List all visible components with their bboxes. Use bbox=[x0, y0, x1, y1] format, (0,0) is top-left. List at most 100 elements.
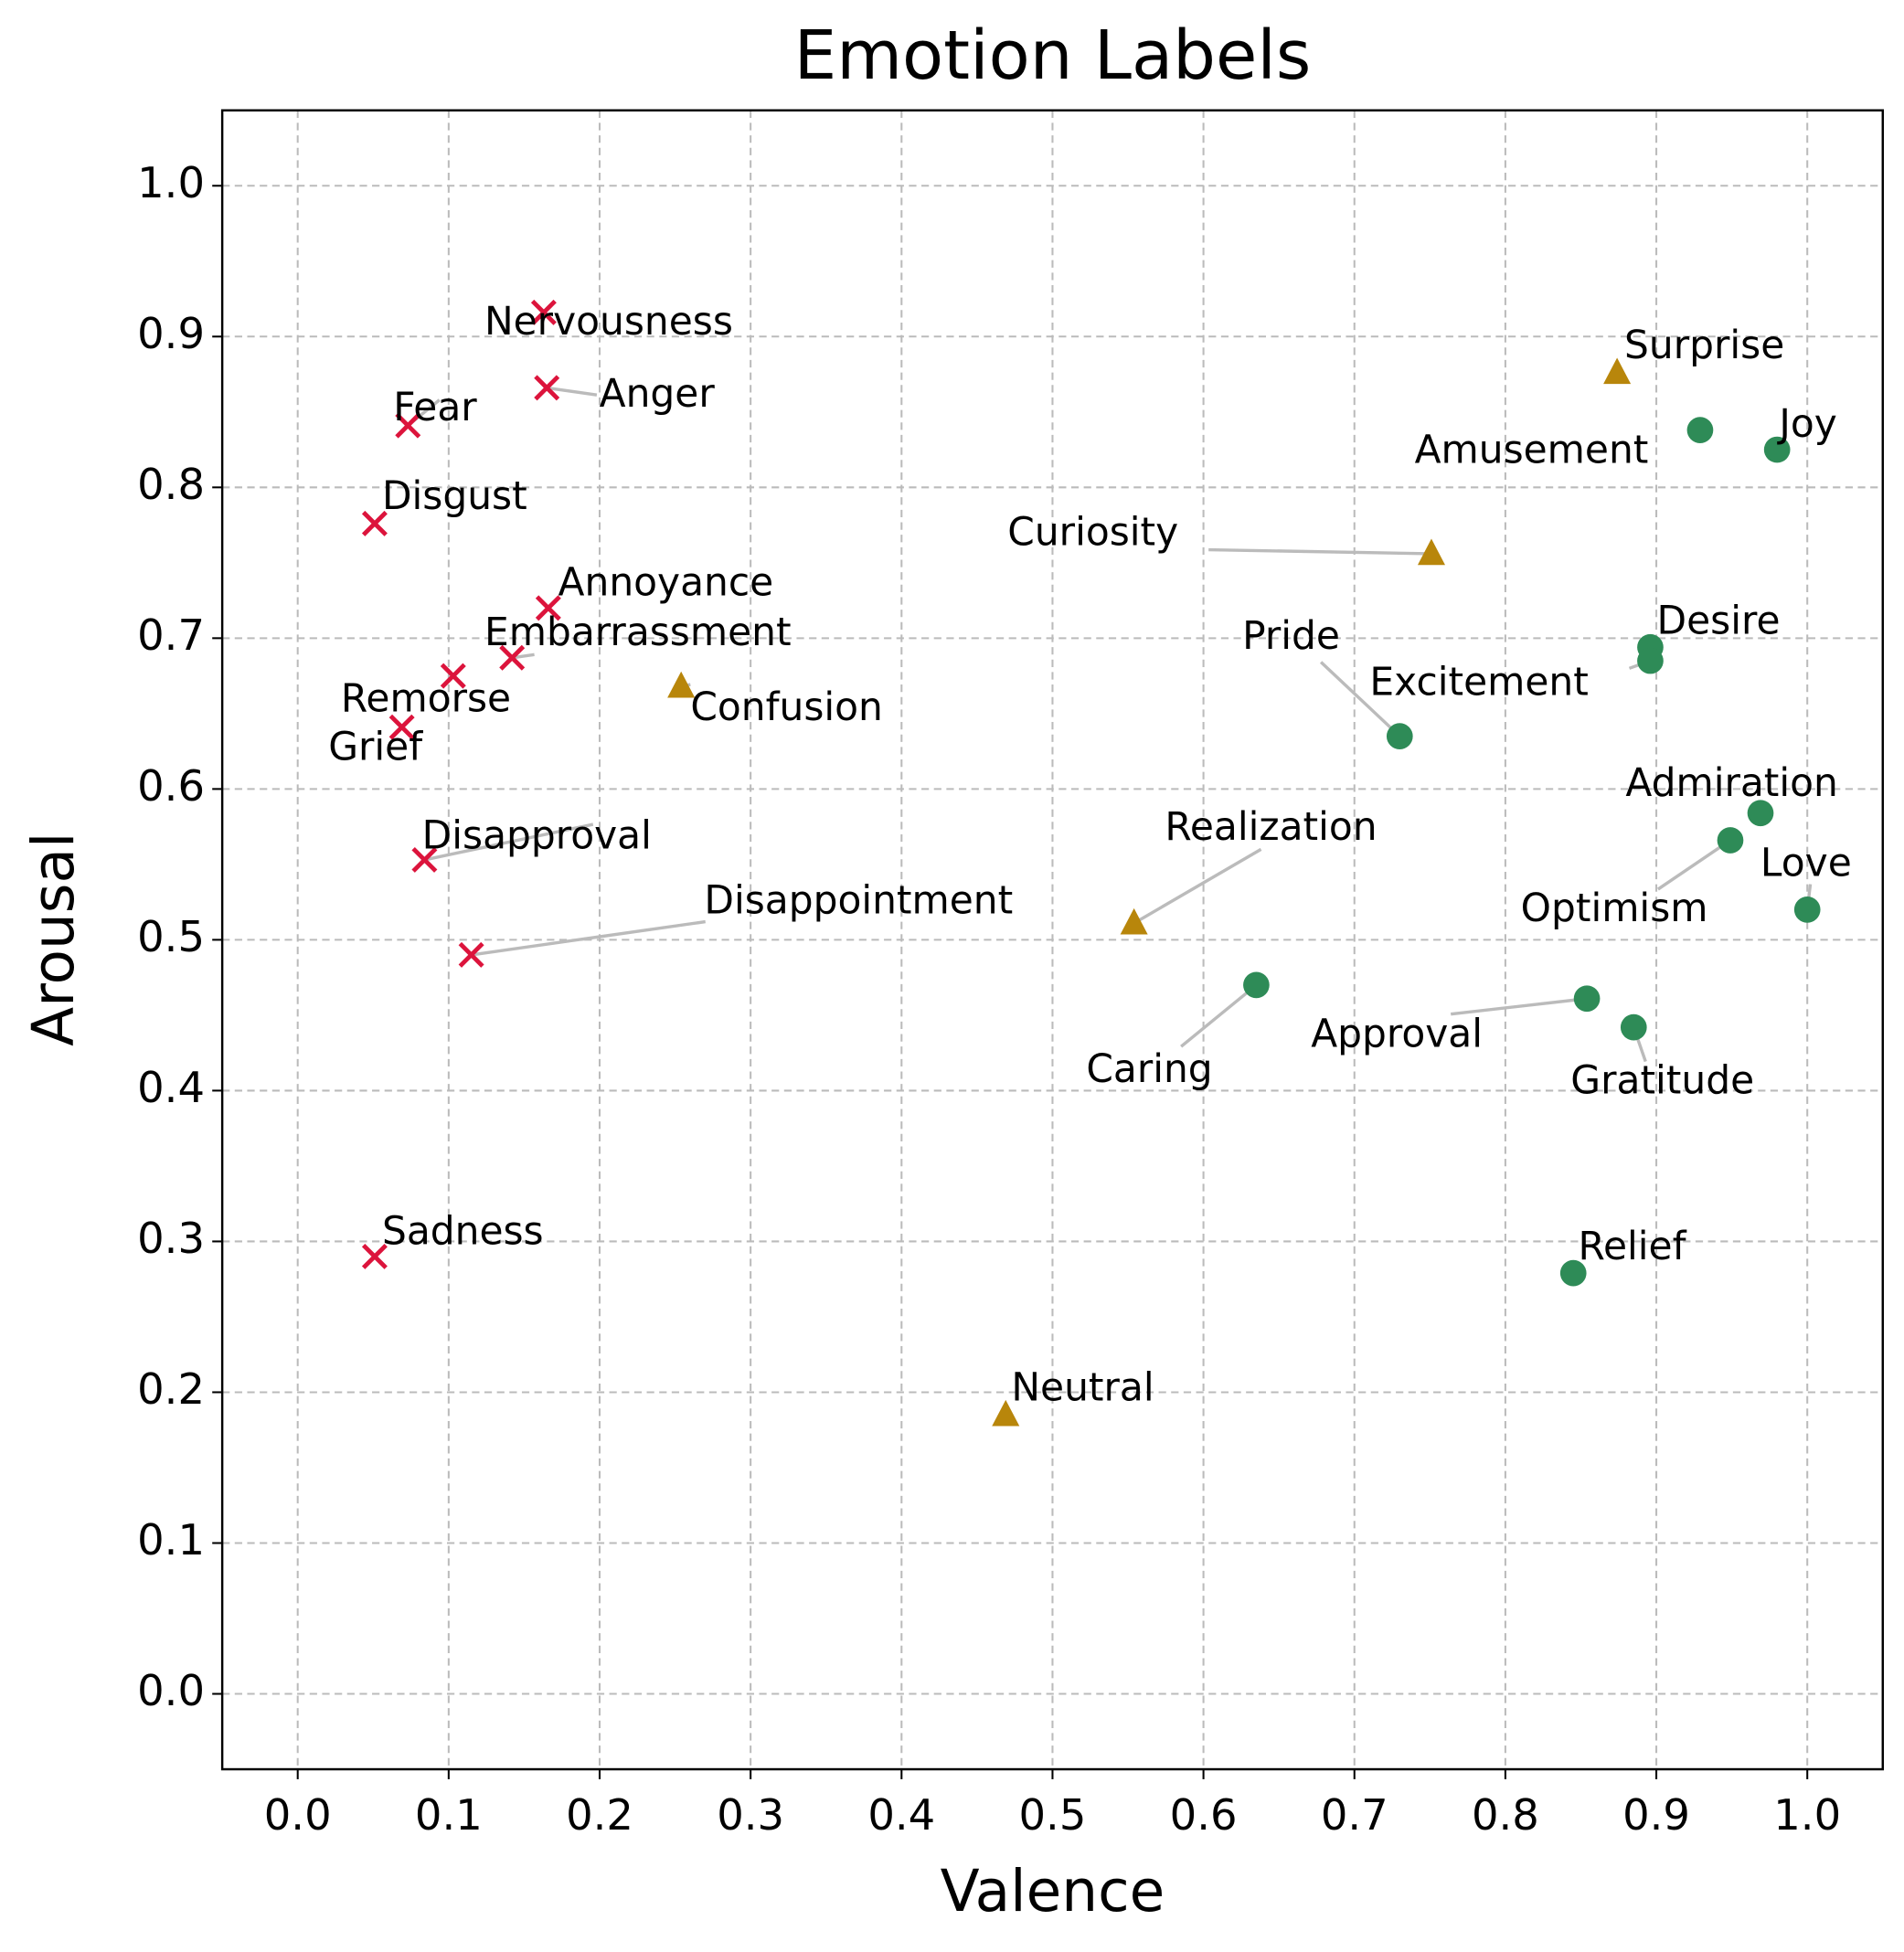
data-point bbox=[388, 714, 415, 740]
data-point bbox=[361, 510, 388, 536]
chart-title: Emotion Labels bbox=[794, 17, 1312, 95]
point-label: Amusement bbox=[1415, 428, 1649, 472]
x-tick-label: 0.1 bbox=[415, 1790, 483, 1840]
data-point bbox=[1243, 971, 1270, 999]
data-point bbox=[458, 941, 484, 968]
leader-line bbox=[1133, 847, 1262, 925]
x-axis-label: Valence bbox=[941, 1858, 1165, 1925]
point-label: Excitement bbox=[1369, 660, 1588, 705]
data-point bbox=[1559, 1259, 1587, 1287]
point-label: Neutral bbox=[1011, 1364, 1154, 1409]
data-point bbox=[534, 375, 560, 401]
data-point bbox=[1120, 907, 1148, 935]
plot-frame bbox=[220, 109, 1885, 1771]
y-tick-label: 0.9 bbox=[137, 309, 205, 358]
point-label: Annoyance bbox=[558, 559, 774, 604]
x-tick-label: 0.6 bbox=[1170, 1790, 1238, 1840]
y-tick-label: 0.7 bbox=[137, 610, 205, 660]
data-point bbox=[1686, 417, 1714, 443]
data-point bbox=[1603, 357, 1632, 385]
y-tick-label: 0.6 bbox=[137, 761, 205, 811]
data-point bbox=[1417, 538, 1446, 566]
point-label: Anger bbox=[600, 371, 716, 416]
point-label: Approval bbox=[1311, 1012, 1483, 1056]
data-point bbox=[530, 299, 557, 325]
data-point bbox=[361, 1243, 388, 1269]
data-point bbox=[499, 644, 526, 671]
point-label: Relief bbox=[1578, 1224, 1686, 1268]
leader-line bbox=[546, 386, 598, 397]
x-tick-label: 0.4 bbox=[867, 1790, 935, 1840]
marker-stroke bbox=[534, 375, 560, 401]
point-label: Admiration bbox=[1625, 760, 1838, 805]
point-label: Love bbox=[1760, 841, 1852, 886]
x-tick-label: 0.8 bbox=[1472, 1790, 1539, 1840]
y-tick-label: 0.1 bbox=[137, 1515, 205, 1565]
point-label: Sadness bbox=[382, 1209, 544, 1254]
point-label: Disgust bbox=[382, 473, 527, 518]
data-point bbox=[667, 671, 696, 698]
y-tick-label: 1.0 bbox=[137, 158, 205, 207]
data-point bbox=[1386, 723, 1413, 749]
data-point bbox=[440, 663, 466, 689]
leader-line bbox=[471, 919, 706, 957]
data-point bbox=[1573, 985, 1601, 1013]
x-tick-label: 0.2 bbox=[566, 1790, 633, 1840]
data-point bbox=[1620, 1013, 1647, 1041]
data-point bbox=[1637, 647, 1664, 674]
point-label: Realization bbox=[1165, 804, 1377, 849]
marker-stroke bbox=[361, 510, 388, 536]
leader-line bbox=[511, 652, 535, 660]
point-label: Desire bbox=[1657, 599, 1781, 643]
point-label: Joy bbox=[1776, 401, 1836, 446]
point-label: Surprise bbox=[1624, 323, 1784, 367]
point-label: Remorse bbox=[341, 675, 511, 720]
data-point bbox=[395, 412, 421, 439]
leader-line bbox=[1319, 661, 1401, 737]
marker-stroke bbox=[499, 644, 526, 671]
marker-stroke bbox=[411, 846, 438, 873]
data-point bbox=[992, 1399, 1020, 1427]
point-label: Confusion bbox=[690, 684, 883, 729]
point-label: Fear bbox=[393, 385, 477, 430]
x-tick-label: 1.0 bbox=[1773, 1790, 1841, 1840]
y-tick-label: 0.4 bbox=[137, 1063, 205, 1112]
marker-stroke bbox=[458, 941, 484, 968]
leader-line bbox=[1656, 839, 1731, 891]
x-tick-label: 0.5 bbox=[1019, 1790, 1087, 1840]
marker-stroke bbox=[388, 714, 415, 740]
data-point bbox=[411, 846, 438, 873]
leader-line bbox=[1450, 997, 1588, 1016]
point-label: Gratitude bbox=[1570, 1057, 1754, 1102]
data-point bbox=[1763, 436, 1791, 463]
point-label: Disappointment bbox=[704, 878, 1013, 923]
data-point bbox=[1717, 827, 1744, 854]
y-tick-label: 0.5 bbox=[137, 912, 205, 961]
leader-line bbox=[424, 822, 594, 862]
data-point bbox=[1747, 800, 1774, 827]
point-label: Curiosity bbox=[1007, 510, 1178, 555]
point-label: Optimism bbox=[1521, 886, 1708, 930]
point-label: Disapproval bbox=[422, 813, 652, 858]
x-tick-label: 0.3 bbox=[717, 1790, 784, 1840]
point-label: Nervousness bbox=[484, 299, 733, 344]
x-tick-label: 0.9 bbox=[1622, 1790, 1690, 1840]
point-label: Pride bbox=[1242, 613, 1340, 658]
point-label: Embarrassment bbox=[484, 610, 792, 654]
marker-stroke bbox=[361, 1243, 388, 1269]
y-tick-label: 0.3 bbox=[137, 1214, 205, 1263]
leader-line bbox=[1208, 547, 1432, 556]
data-point bbox=[1793, 896, 1821, 923]
marker-stroke bbox=[440, 663, 466, 689]
y-tick-label: 0.0 bbox=[137, 1666, 205, 1715]
x-tick-label: 0.0 bbox=[264, 1790, 332, 1840]
marker-stroke bbox=[395, 412, 421, 439]
data-point bbox=[535, 595, 561, 621]
leader-line bbox=[1180, 983, 1258, 1048]
marker-stroke bbox=[535, 595, 561, 621]
y-tick-label: 0.8 bbox=[137, 460, 205, 509]
point-label: Caring bbox=[1086, 1046, 1212, 1091]
y-axis-label: Arousal bbox=[20, 833, 87, 1046]
